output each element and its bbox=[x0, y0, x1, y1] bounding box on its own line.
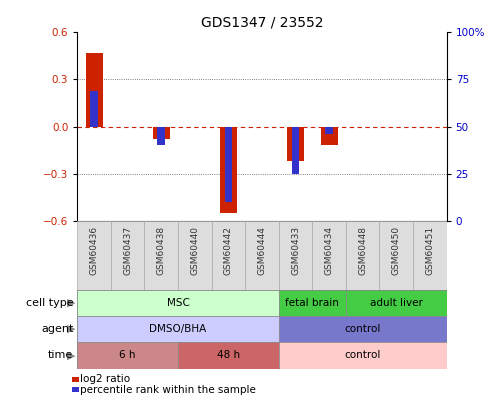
Text: time: time bbox=[48, 350, 73, 360]
Text: GSM60438: GSM60438 bbox=[157, 226, 166, 275]
Bar bbox=[220, 126, 237, 213]
Text: control: control bbox=[344, 324, 381, 334]
Text: GSM60451: GSM60451 bbox=[425, 226, 434, 275]
Text: adult liver: adult liver bbox=[370, 298, 423, 308]
Bar bbox=[287, 126, 304, 161]
Bar bbox=[86, 53, 102, 126]
Text: ▶: ▶ bbox=[67, 324, 76, 334]
Text: ▶: ▶ bbox=[67, 298, 76, 308]
Text: 48 h: 48 h bbox=[217, 350, 240, 360]
Bar bbox=[279, 342, 447, 369]
Bar bbox=[145, 221, 178, 290]
Bar bbox=[292, 126, 299, 174]
Text: GSM60440: GSM60440 bbox=[190, 226, 199, 275]
Text: GSM60450: GSM60450 bbox=[392, 226, 401, 275]
Text: GSM60436: GSM60436 bbox=[90, 226, 99, 275]
Text: GSM60444: GSM60444 bbox=[257, 226, 266, 275]
Text: fetal brain: fetal brain bbox=[285, 298, 339, 308]
Title: GDS1347 / 23552: GDS1347 / 23552 bbox=[201, 16, 323, 30]
Text: agent: agent bbox=[41, 324, 73, 334]
Text: cell type: cell type bbox=[26, 298, 73, 308]
Bar bbox=[413, 221, 447, 290]
Bar bbox=[321, 126, 337, 145]
Bar bbox=[225, 126, 232, 202]
Bar bbox=[346, 221, 379, 290]
Bar bbox=[245, 221, 279, 290]
Bar bbox=[158, 126, 165, 145]
Text: DMSO/BHA: DMSO/BHA bbox=[149, 324, 207, 334]
Bar bbox=[279, 221, 312, 290]
Text: GSM60437: GSM60437 bbox=[123, 226, 132, 275]
Text: GSM60434: GSM60434 bbox=[325, 226, 334, 275]
Bar bbox=[312, 221, 346, 290]
Bar bbox=[77, 221, 111, 290]
Bar bbox=[279, 290, 346, 316]
Text: GSM60448: GSM60448 bbox=[358, 226, 367, 275]
Bar bbox=[279, 316, 447, 342]
Bar bbox=[178, 221, 212, 290]
Text: GSM60442: GSM60442 bbox=[224, 226, 233, 275]
Bar bbox=[178, 342, 279, 369]
Bar bbox=[111, 221, 145, 290]
Text: ▶: ▶ bbox=[67, 350, 76, 360]
Bar bbox=[77, 342, 178, 369]
Text: 6 h: 6 h bbox=[119, 350, 136, 360]
Bar bbox=[379, 221, 413, 290]
Bar bbox=[212, 221, 245, 290]
Text: log2 ratio: log2 ratio bbox=[79, 374, 130, 384]
Bar bbox=[77, 290, 279, 316]
Text: percentile rank within the sample: percentile rank within the sample bbox=[79, 385, 255, 394]
Bar bbox=[325, 126, 333, 134]
Text: control: control bbox=[344, 350, 381, 360]
Bar bbox=[90, 91, 98, 126]
Text: GSM60433: GSM60433 bbox=[291, 226, 300, 275]
Bar bbox=[346, 290, 447, 316]
Bar bbox=[77, 316, 279, 342]
Text: MSC: MSC bbox=[167, 298, 190, 308]
Bar bbox=[153, 126, 170, 139]
